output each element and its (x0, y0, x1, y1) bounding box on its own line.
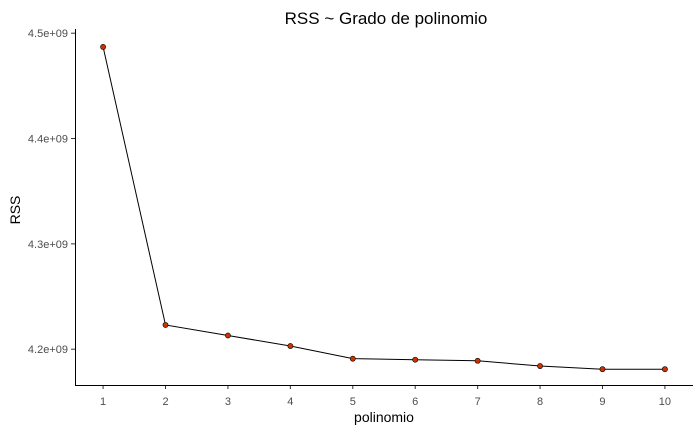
x-tick-label: 9 (599, 396, 605, 408)
chart-title: RSS ~ Grado de polinomio (285, 9, 488, 28)
data-point (537, 363, 543, 369)
y-tick-label: 4.2e+09 (28, 344, 68, 356)
x-tick-label: 7 (475, 396, 481, 408)
x-tick-label: 6 (412, 396, 418, 408)
x-axis-title: polinomio (354, 409, 414, 425)
y-tick-label: 4.4e+09 (28, 134, 68, 146)
x-tick-label: 8 (537, 396, 543, 408)
data-point (412, 356, 419, 363)
data-point (225, 332, 231, 339)
x-axis: 1 2 3 4 5 6 7 8 9 10 (100, 385, 671, 408)
x-tick-label: 10 (659, 396, 671, 408)
data-point (662, 366, 668, 373)
data-point (599, 366, 606, 373)
x-tick-label: 3 (225, 396, 231, 408)
x-tick-label: 4 (287, 396, 293, 408)
y-tick-label: 4.5e+09 (28, 28, 68, 40)
rss-data-points (100, 44, 668, 373)
x-tick-label: 2 (162, 396, 168, 408)
y-axis-title: RSS (7, 196, 23, 225)
data-point (474, 357, 481, 364)
y-tick-label: 4.3e+09 (28, 239, 68, 251)
y-axis: 4.2e+09 4.3e+09 4.4e+09 4.5e+09 (28, 28, 75, 356)
data-point (349, 355, 356, 362)
data-point (100, 44, 106, 50)
x-tick-label: 1 (100, 396, 106, 408)
x-tick-label: 5 (350, 396, 356, 408)
rss-series-line (102, 46, 665, 370)
data-point (287, 343, 294, 349)
data-point (162, 322, 169, 328)
